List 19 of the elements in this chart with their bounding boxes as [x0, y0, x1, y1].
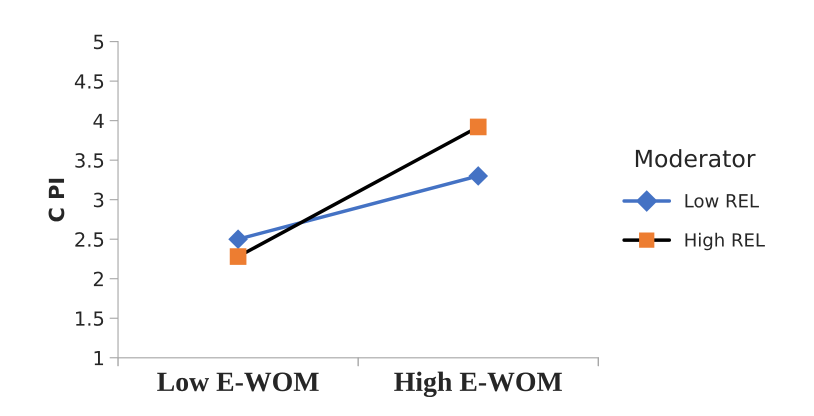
- x-tick-label: High E-WOM: [394, 372, 562, 398]
- y-tick-label: 1.5: [76, 311, 104, 326]
- legend-label: Low REL: [686, 194, 759, 208]
- point: [470, 118, 487, 136]
- y-tick-label: 2: [94, 272, 103, 286]
- y-tick-label: 1: [94, 350, 104, 366]
- y-tick-label: 5: [94, 34, 104, 50]
- x-tick-label: Low E-WOM: [157, 372, 319, 392]
- y-tick-label: 4: [93, 114, 104, 128]
- y-tick-label: 2.5: [75, 232, 104, 247]
- point: [468, 166, 488, 186]
- y-tick-label: 3.5: [75, 153, 104, 168]
- legend-title: Moderator: [636, 149, 756, 168]
- point: [230, 248, 246, 265]
- legend-label: High REL: [686, 232, 765, 250]
- y-tick-label: 4.5: [74, 74, 104, 89]
- y-tick-label: 3: [94, 192, 104, 208]
- point: [228, 230, 248, 249]
- y-axis-title: C PI: [48, 178, 64, 222]
